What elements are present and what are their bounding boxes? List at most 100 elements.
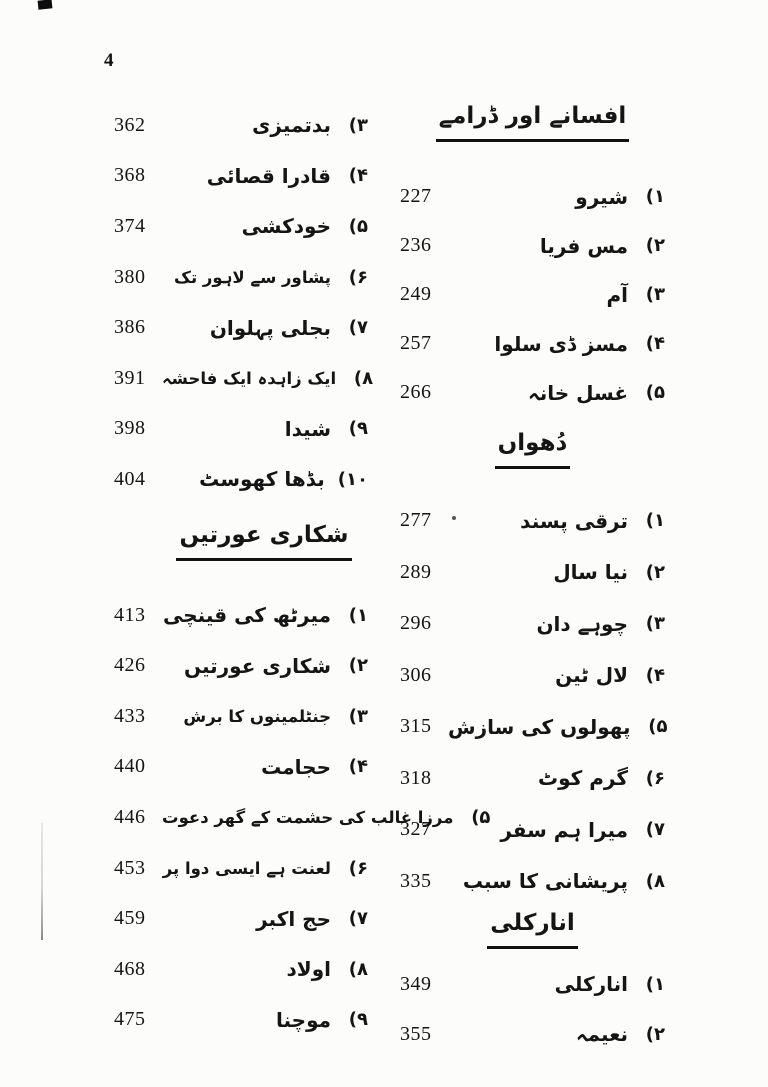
entry-page-number: 398 (114, 417, 146, 440)
entry-page-number: 249 (400, 283, 432, 305)
entry-title-group: لال ٹین (۴ (555, 663, 665, 687)
entry-title: آم (606, 282, 628, 307)
entry-number-marker: (۱ (645, 973, 665, 995)
entry-number-marker: (۴ (645, 664, 665, 686)
entry-title-group: مسز ڈی سلوا (۴ (494, 332, 665, 356)
entry-title: بجلی پہلوان (209, 315, 331, 340)
entry-number-marker: (۱ (645, 510, 665, 532)
entry-page-number: 380 (114, 265, 146, 288)
entry-number-marker: (۵ (648, 716, 668, 738)
entry-number-marker: (۶ (348, 266, 368, 288)
entry-number-marker: (۷ (645, 819, 665, 841)
entry-title: نعیمہ (575, 1022, 628, 1046)
section-header-text: دُھواں (494, 429, 571, 469)
entry-page-number: 386 (114, 316, 146, 339)
entry-number-marker: (۳ (645, 613, 665, 635)
toc-entry: 318 گرم کوٹ (۶ (400, 753, 665, 805)
toc-entry: 315 پھولوں کی سازش (۵ (400, 701, 667, 753)
entry-page-number: 355 (400, 1022, 432, 1045)
toc-entry: 440 حجامت (۴ (100, 742, 368, 793)
entry-title: موچنا (275, 1007, 331, 1032)
entry-page-number: 433 (114, 704, 146, 727)
entry-title: شیدا (284, 416, 331, 441)
toc-entry: 349 انارکلی (۱ (400, 959, 665, 1009)
entry-title: پشاور سے لاہور تک (174, 267, 331, 287)
scan-artifact-edge-line (41, 823, 43, 940)
toc-entry: 362 بدتمیزی (۳ (100, 100, 368, 151)
entry-page-number: 327 (400, 818, 432, 841)
entry-title: میرا ہم سفر (500, 817, 628, 842)
scan-artifact-ink-dot (452, 516, 456, 520)
entry-title: گرم کوٹ (538, 766, 628, 791)
toc-entry: 374 خودکشی (۵ (100, 201, 368, 252)
toc-entry: 380 پشاور سے لاہور تک (۶ (100, 252, 368, 303)
entry-number-marker: (۲ (348, 655, 368, 677)
entry-title-group: اولاد (۸ (287, 957, 368, 981)
entry-title: حجامت (261, 754, 331, 779)
entry-title-group: شیدا (۹ (285, 417, 368, 441)
entry-number-marker: (۸ (348, 958, 368, 980)
toc-entry: 433 جنٹلمینوں کا برش (۳ (100, 691, 368, 742)
entry-title: جنٹلمینوں کا برش (183, 706, 331, 726)
entry-page-number: 277 (400, 509, 432, 532)
entry-title-group: حجامت (۴ (261, 755, 368, 779)
toc-entry: 368 قادرا قصائی (۴ (100, 151, 368, 202)
entry-number-marker: (۴ (645, 333, 665, 354)
entry-title: مرزا غالب کی حشمت کے گھر دعوت (162, 807, 454, 827)
entry-title-group: پھولوں کی سازش (۵ (448, 715, 667, 739)
entry-page-number: 391 (114, 366, 146, 389)
section-header: دُھواں (400, 425, 665, 495)
toc-entry: 306 لال ٹین (۴ (400, 650, 665, 702)
entry-title-group: میرا ہم سفر (۷ (500, 818, 665, 842)
entry-number-marker: (۶ (348, 857, 368, 879)
entry-page-number: 362 (114, 113, 146, 136)
entry-title-group: مس فریا (۲ (540, 234, 665, 258)
entry-number-marker: (۱ (348, 604, 368, 626)
entry-page-number: 426 (114, 654, 146, 677)
entry-number-marker: (۵ (348, 215, 368, 237)
toc-entry: 413 میرٹھ کی قینچی (۱ (100, 590, 368, 641)
entry-title-group: آم (۳ (606, 283, 665, 307)
folio-page-number: 4 (104, 50, 114, 71)
section-header-text: انارکلی (487, 909, 578, 949)
entry-title-group: پریشانی کا سبب (۸ (463, 869, 665, 893)
entry-page-number: 368 (114, 164, 146, 187)
entry-page-number: 318 (400, 766, 432, 789)
toc-entry: 386 بجلی پہلوان (۷ (100, 302, 368, 353)
entry-title-group: ایک زاہدہ ایک فاحشہ (۸ (162, 368, 373, 389)
entry-title: بدتمیزی (252, 113, 331, 138)
entry-page-number: 413 (114, 603, 146, 626)
entry-number-marker: (۲ (645, 1023, 665, 1045)
entry-title: میرٹھ کی قینچی (163, 603, 331, 628)
entry-title-group: نیا سال (۲ (553, 560, 665, 584)
entry-page-number: 374 (114, 214, 146, 237)
entry-title-group: جنٹلمینوں کا برش (۳ (183, 706, 368, 727)
entry-title-group: نعیمہ (۲ (576, 1022, 665, 1046)
entry-title: انارکلی (554, 972, 628, 996)
entry-page-number: 468 (114, 957, 146, 980)
entry-title-group: شیرو (۱ (575, 185, 665, 209)
toc-entry: 257 مسز ڈی سلوا (۴ (400, 319, 665, 368)
entry-title-group: حج اکبر (۷ (256, 907, 368, 931)
entry-title-group: خودکشی (۵ (242, 214, 368, 238)
toc-right-column: افسانے اور ڈرامے 227 شیرو (۱ 236 مس فریا (۲ 249… (400, 96, 667, 1059)
toc-entry: 296 چوہے دان (۳ (400, 598, 665, 650)
section-header: انارکلی (400, 907, 665, 959)
entry-number-marker: (۹ (348, 418, 368, 440)
entry-page-number: 257 (400, 332, 432, 354)
toc-entry: 459 حج اکبر (۷ (100, 893, 368, 944)
entry-number-marker: (۴ (348, 165, 368, 187)
toc-entry: 335 پریشانی کا سبب (۸ (400, 856, 665, 908)
toc-left-column: 362 بدتمیزی (۳ 368 قادرا قصائی (۴ 374 خودکشی (۵ 3… (100, 100, 490, 1046)
toc-entry: 446 مرزا غالب کی حشمت کے گھر دعوت (۵ (100, 792, 490, 843)
entry-title: حج اکبر (256, 906, 331, 931)
toc-entry: 475 موچنا (۹ (100, 995, 368, 1046)
entry-title: خودکشی (241, 214, 331, 239)
toc-entry: 355 نعیمہ (۲ (400, 1009, 665, 1059)
toc-section: شکاری عورتیں 413 میرٹھ کی قینچی (۱ 426 شکاری … (100, 505, 490, 1046)
toc-entry: 327 میرا ہم سفر (۷ (400, 804, 665, 856)
entry-title-group: بجلی پہلوان (۷ (210, 316, 368, 340)
entry-number-marker: (۳ (645, 284, 665, 305)
entry-number-marker: (۵ (471, 806, 491, 828)
toc-entry: 426 شکاری عورتیں (۲ (100, 640, 368, 691)
